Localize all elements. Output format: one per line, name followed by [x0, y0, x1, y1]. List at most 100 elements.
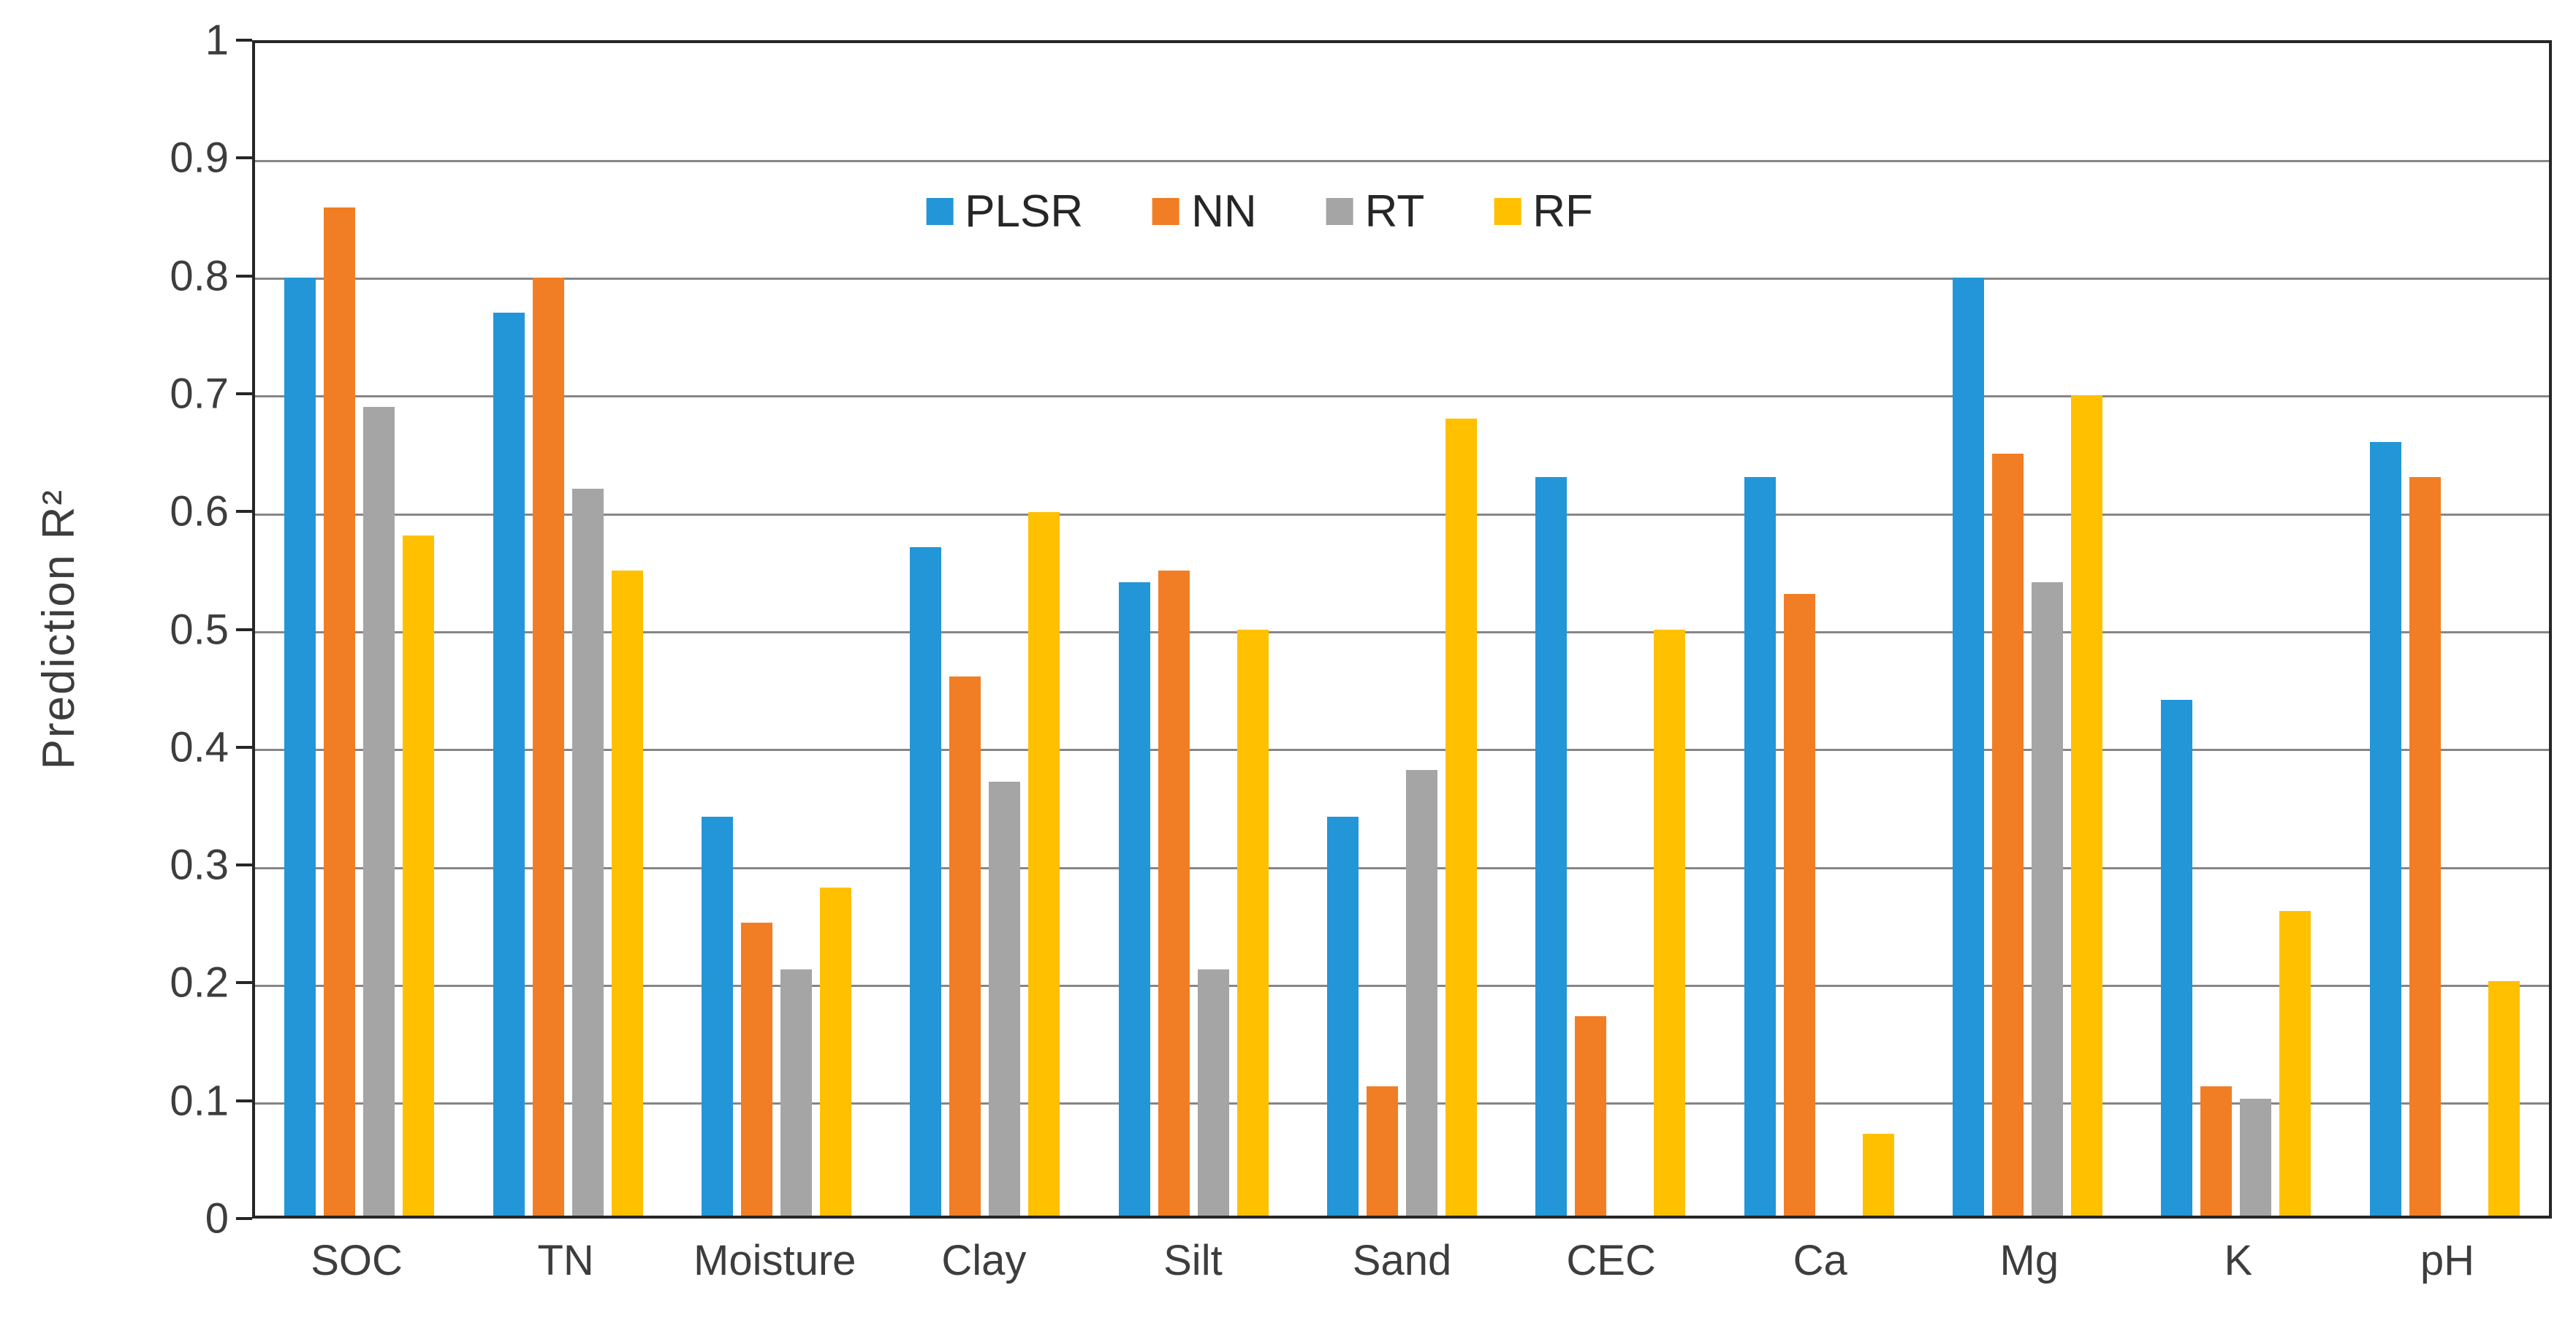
legend-item-plsr: PLSR: [926, 186, 1083, 237]
bar-rf-moisture: [819, 887, 851, 1216]
gridline: [255, 866, 2549, 869]
x-category-label-clay: Clay: [941, 1237, 1027, 1284]
y-tick-mark: [236, 628, 252, 631]
bar-plsr-moisture: [701, 817, 733, 1216]
bar-group-tn: [463, 43, 672, 1216]
x-category-label-silt: Silt: [1163, 1237, 1223, 1284]
bar-rt-moisture: [780, 969, 812, 1216]
legend-swatch-nn: [1152, 198, 1180, 225]
y-tick-label: 0.1: [170, 1077, 229, 1125]
bar-group-clay: [881, 43, 1089, 1216]
bar-rf-mg: [2071, 394, 2103, 1216]
legend-label: NN: [1191, 186, 1257, 237]
bar-plsr-sand: [1326, 817, 1359, 1216]
bar-rt-soc: [363, 406, 395, 1216]
y-axis-title: Prediction R²: [33, 489, 84, 770]
legend-swatch-rf: [1494, 198, 1521, 225]
y-tick-label: 0.9: [170, 134, 229, 182]
legend-swatch-rt: [1326, 198, 1353, 225]
bar-plsr-k: [2161, 699, 2193, 1216]
bar-rt-clay: [989, 782, 1021, 1216]
bar-nn-soc: [324, 207, 356, 1216]
bar-plsr-clay: [910, 547, 942, 1216]
bar-nn-cec: [1575, 1016, 1607, 1216]
y-tick-label: 0.6: [170, 487, 229, 535]
gridline: [255, 1102, 2549, 1105]
bar-groups-layer: [255, 43, 2549, 1216]
legend-item-nn: NN: [1152, 186, 1257, 237]
legend-item-rf: RF: [1494, 186, 1593, 237]
bar-plsr-ph: [2369, 441, 2401, 1216]
x-category-label-soc: SOC: [311, 1237, 403, 1284]
bar-nn-tn: [532, 278, 564, 1216]
bar-rt-silt: [1197, 969, 1229, 1216]
y-tick-mark: [236, 39, 252, 42]
bar-group-sand: [1298, 43, 1506, 1216]
gridline: [255, 159, 2549, 162]
bar-nn-clay: [949, 676, 981, 1216]
y-axis-title-wrap: Prediction R²: [11, 40, 106, 1219]
bar-rf-silt: [1236, 629, 1269, 1216]
bar-rt-mg: [2032, 582, 2064, 1216]
bar-group-moisture: [672, 43, 881, 1216]
legend: PLSR NN RT RF: [926, 186, 1593, 237]
y-tick-mark: [236, 156, 252, 160]
bar-group-silt: [1089, 43, 1297, 1216]
bar-group-soc: [255, 43, 463, 1216]
bar-plsr-tn: [493, 313, 525, 1216]
bar-group-ph: [2341, 43, 2549, 1216]
bar-rf-sand: [1445, 418, 1477, 1216]
gridline: [255, 749, 2549, 752]
y-tick-mark: [236, 1099, 252, 1102]
bar-plsr-ca: [1744, 476, 1776, 1216]
bar-group-cec: [1506, 43, 1714, 1216]
gridline: [255, 395, 2549, 398]
y-tick-mark: [236, 1217, 252, 1220]
bar-group-ca: [1715, 43, 1923, 1216]
y-tick-mark: [236, 274, 252, 278]
bar-rf-k: [2279, 910, 2311, 1216]
plot-area: PLSR NN RT RF: [252, 40, 2552, 1219]
bar-plsr-mg: [1953, 278, 1985, 1216]
bar-rf-clay: [1028, 512, 1060, 1216]
bar-rf-ca: [1862, 1133, 1894, 1216]
bar-rt-k: [2240, 1098, 2272, 1216]
y-tick-label: 1: [205, 16, 229, 64]
bar-nn-ca: [1783, 594, 1815, 1216]
bar-plsr-cec: [1535, 476, 1568, 1216]
x-category-label-tn: TN: [537, 1237, 594, 1284]
gridline: [255, 513, 2549, 516]
bar-plsr-silt: [1118, 582, 1150, 1216]
legend-item-rt: RT: [1326, 186, 1425, 237]
bar-nn-k: [2200, 1086, 2233, 1216]
x-category-label-k: K: [2224, 1237, 2253, 1284]
legend-label: RT: [1364, 186, 1425, 237]
y-tick-mark: [236, 863, 252, 867]
y-tick-label: 0.5: [170, 606, 229, 653]
bar-nn-moisture: [740, 922, 772, 1216]
bar-nn-mg: [1992, 453, 2024, 1216]
legend-label: RF: [1532, 186, 1593, 237]
y-tick-label: 0.8: [170, 252, 229, 300]
y-tick-mark: [236, 510, 252, 514]
x-category-label-mg: Mg: [1999, 1237, 2059, 1284]
x-category-label-cec: CEC: [1566, 1237, 1656, 1284]
gridline: [255, 278, 2549, 281]
bar-plsr-soc: [284, 278, 316, 1216]
y-tick-mark: [236, 392, 252, 395]
y-tick-label: 0.7: [170, 370, 229, 418]
gridline: [255, 631, 2549, 633]
legend-label: PLSR: [965, 186, 1084, 237]
bar-group-k: [2132, 43, 2340, 1216]
bar-nn-ph: [2409, 476, 2441, 1216]
y-tick-label: 0.2: [170, 958, 229, 1007]
legend-swatch-plsr: [926, 198, 954, 225]
bar-rf-soc: [403, 535, 435, 1216]
x-category-label-moisture: Moisture: [694, 1237, 856, 1284]
y-tick-label: 0.4: [170, 723, 229, 771]
x-category-label-ph: pH: [2420, 1237, 2475, 1284]
y-tick-mark: [236, 745, 252, 749]
gridline: [255, 984, 2549, 987]
y-tick-mark: [236, 981, 252, 985]
